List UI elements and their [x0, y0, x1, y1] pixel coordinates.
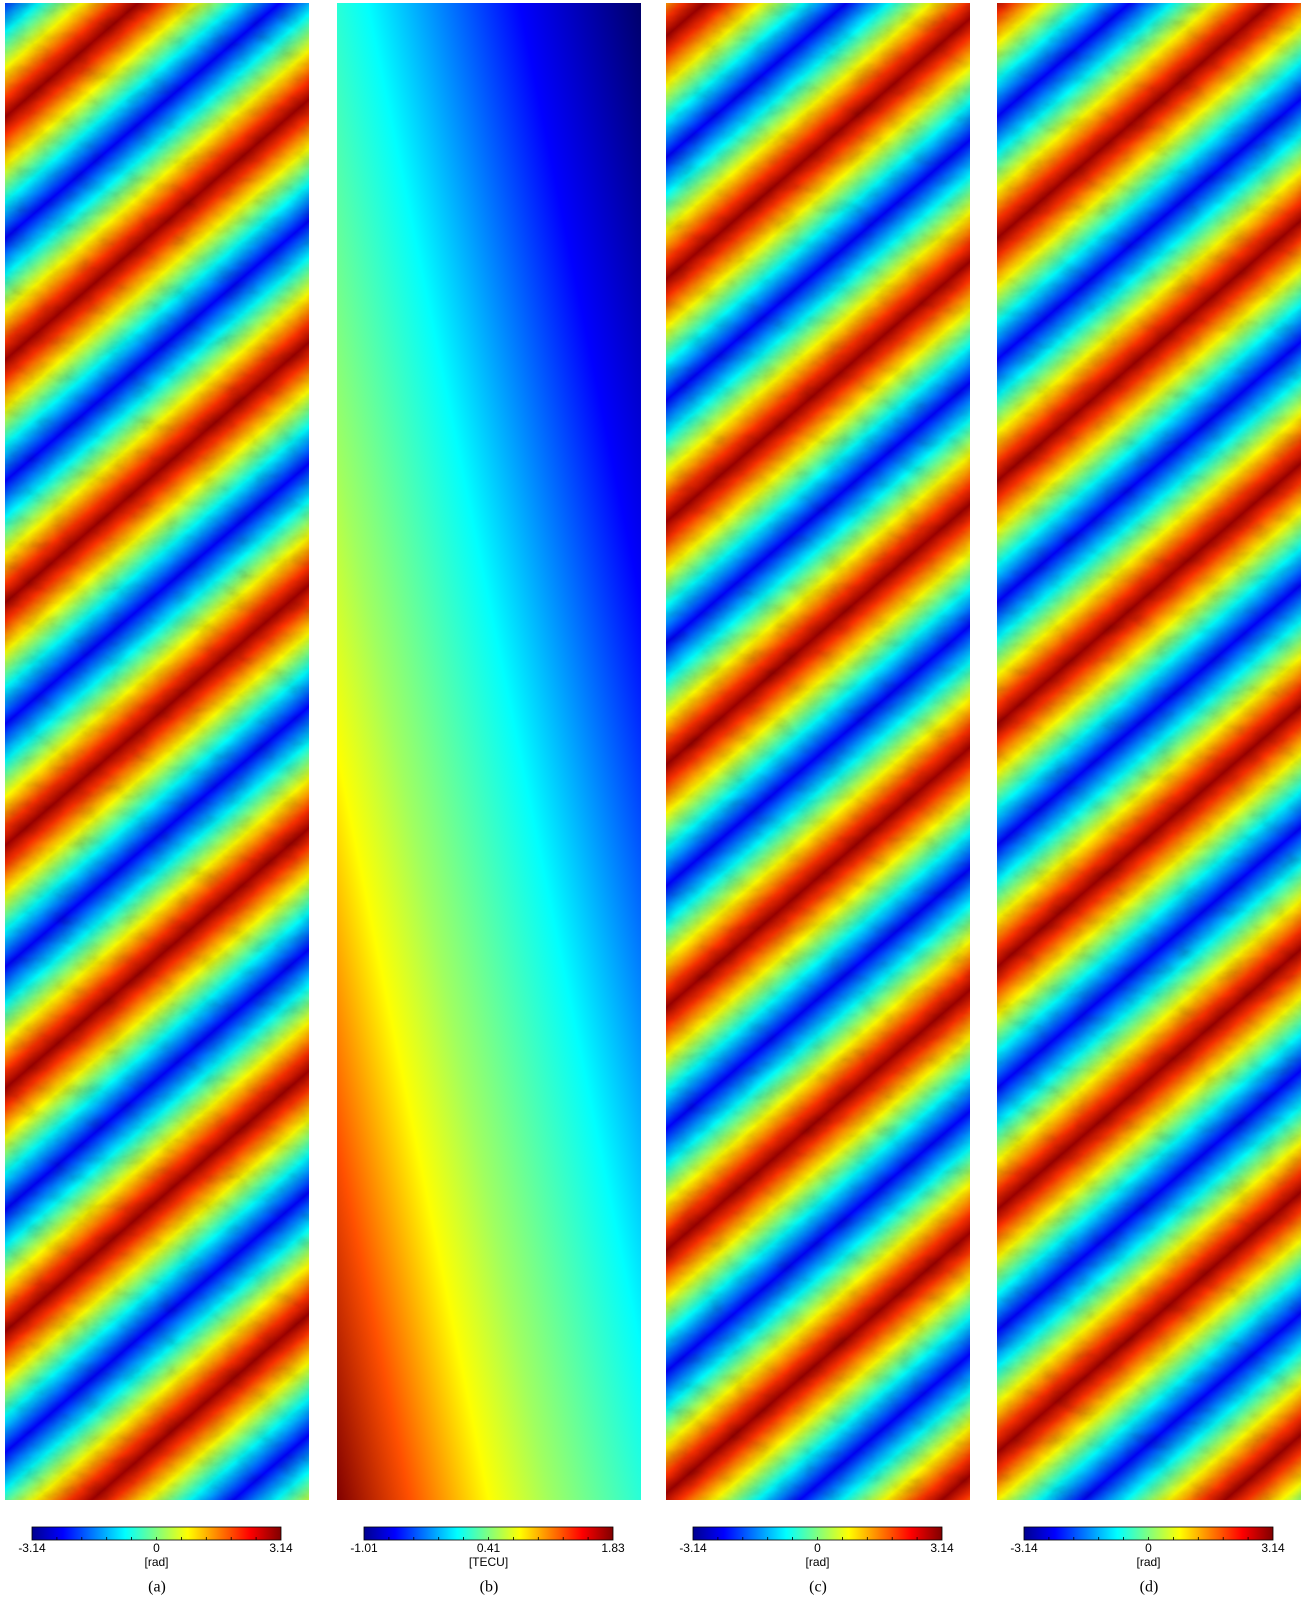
- texture: [5, 3, 309, 1500]
- tec-map: [337, 3, 641, 1500]
- colorbar-tick-label: 0: [153, 1541, 160, 1555]
- colorbar-tick-label: 3.14: [930, 1541, 954, 1555]
- caption: (b): [480, 1579, 499, 1596]
- colorbar-tick-label: 3.14: [1261, 1541, 1285, 1555]
- colorbar-tick-label: -1.01: [350, 1541, 378, 1555]
- caption: (c): [809, 1579, 827, 1596]
- caption: (d): [1140, 1579, 1159, 1596]
- colorbar-tick-label: -3.14: [1010, 1541, 1038, 1555]
- colorbar-unit: [rad]: [1136, 1555, 1160, 1569]
- colorbar-unit: [TECU]: [469, 1555, 508, 1569]
- caption: (a): [148, 1579, 166, 1596]
- colorbar-tick-label: -3.14: [18, 1541, 46, 1555]
- texture: [997, 3, 1301, 1500]
- colorbar-unit: [rad]: [805, 1555, 829, 1569]
- figure: -3.14 0 3.14 [rad] (a) -1.01 0.41 1.83 [TECU] (b)…: [0, 0, 1305, 1602]
- colorbar-tick-label: 0.41: [477, 1541, 501, 1555]
- texture: [666, 3, 970, 1500]
- colorbar-unit: [rad]: [144, 1555, 168, 1569]
- colorbar-tick-label: 1.83: [601, 1541, 625, 1555]
- colorbar-tick-label: 0: [814, 1541, 821, 1555]
- colorbar-tick-label: 3.14: [269, 1541, 293, 1555]
- colorbar-tick-label: -3.14: [679, 1541, 707, 1555]
- colorbar-tick-label: 0: [1145, 1541, 1152, 1555]
